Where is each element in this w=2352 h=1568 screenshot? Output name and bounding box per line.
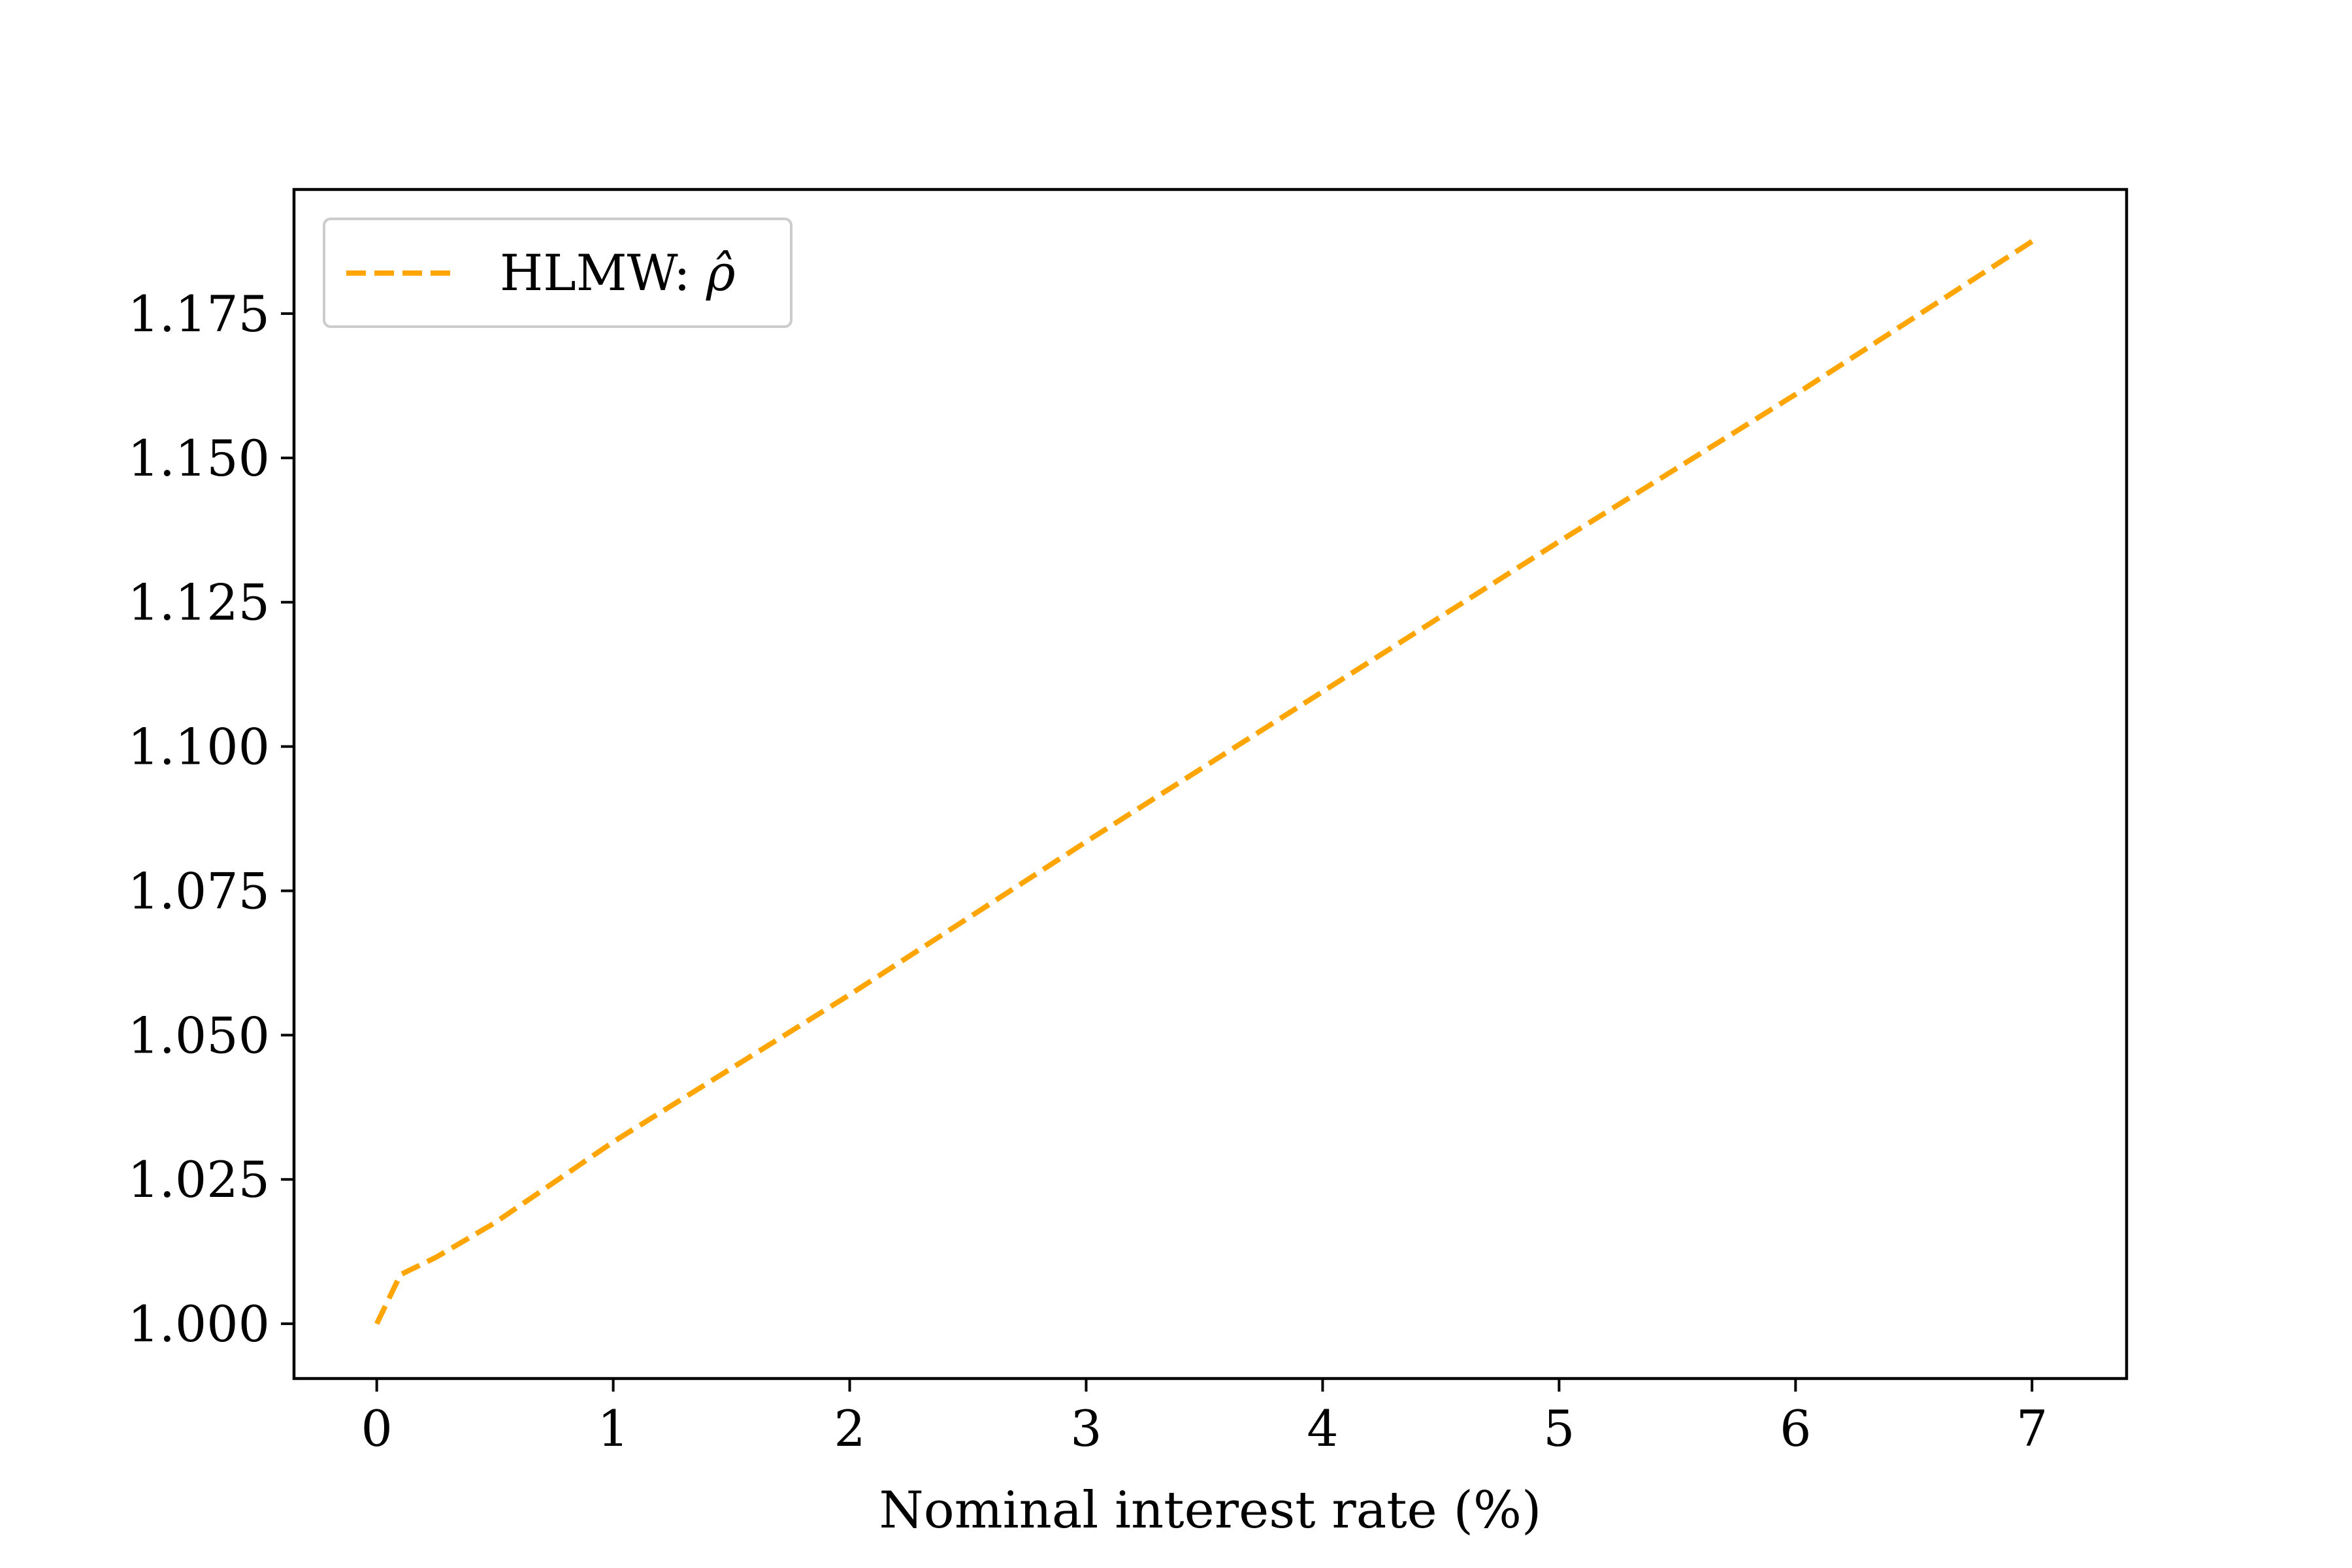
- legend-label-text: HLMW:: [500, 244, 706, 302]
- x-tick-label: 7: [2016, 1399, 2048, 1458]
- y-tick-label: 1.075: [127, 862, 270, 920]
- x-tick-label: 0: [361, 1399, 392, 1458]
- y-tick-label: 1.100: [127, 718, 270, 776]
- y-tick-label: 1.150: [127, 429, 270, 487]
- series-line-hlmw: [374, 239, 2034, 1325]
- x-tick-label: 4: [1307, 1399, 1338, 1458]
- x-axis-label: Nominal interest rate (%): [879, 1481, 1542, 1540]
- x-tick-label: 2: [834, 1399, 865, 1458]
- x-tick-label: 3: [1070, 1399, 1102, 1458]
- x-tick-label: 1: [597, 1399, 629, 1458]
- y-tick-label: 1.025: [127, 1151, 270, 1209]
- y-tick-label: 1.000: [127, 1295, 270, 1353]
- y-tick-label: 1.050: [127, 1006, 270, 1064]
- legend-label-symbol: ρ̂: [706, 244, 736, 302]
- series-layer: [374, 239, 2034, 1325]
- legend-box: [323, 218, 792, 328]
- y-tick-label: 1.175: [127, 285, 270, 343]
- y-tick-label: 1.125: [127, 574, 270, 632]
- legend: HLMW: ρ̂: [323, 218, 792, 328]
- x-axis-ticks: 0 1 2 3 4 5 6 7: [361, 1379, 2048, 1458]
- x-tick-label: 5: [1543, 1399, 1575, 1458]
- y-axis-ticks: 1.000 1.025 1.050 1.075 1.100 1.125 1.150 1.175: [127, 285, 294, 1353]
- x-tick-label: 6: [1780, 1399, 1811, 1458]
- legend-label-hlmw: HLMW: ρ̂: [500, 244, 736, 302]
- plot-area-frame: [292, 188, 2129, 1380]
